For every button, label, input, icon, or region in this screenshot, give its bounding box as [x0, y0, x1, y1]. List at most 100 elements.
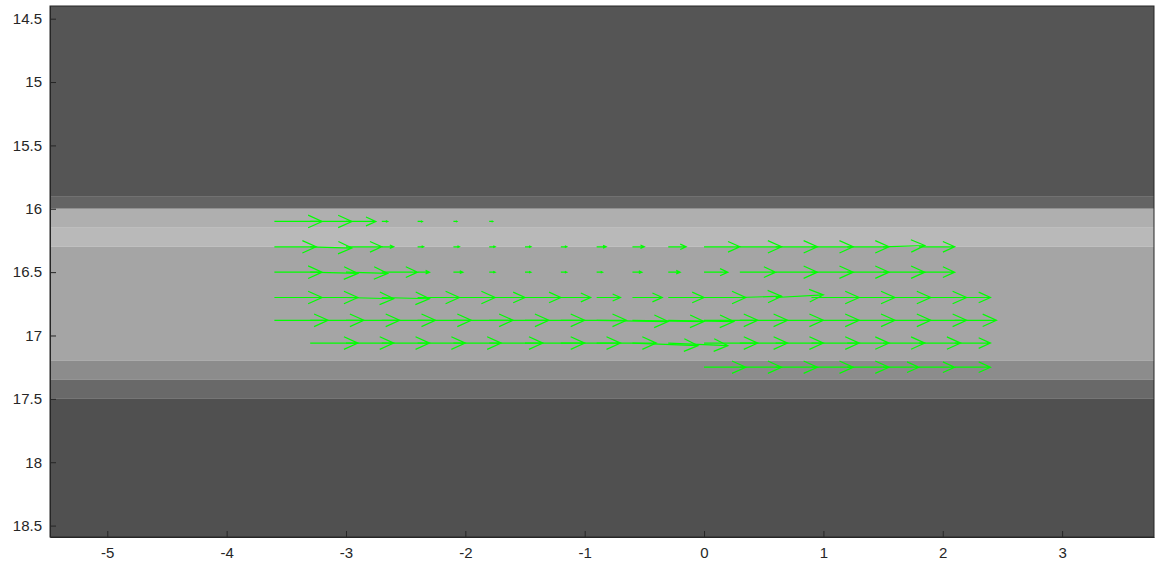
tick-label: 1: [820, 544, 828, 561]
image-band: [50, 380, 1154, 399]
arrow: [489, 246, 495, 248]
arrow: [919, 337, 961, 349]
arrow: [418, 291, 460, 303]
arrow: [561, 293, 591, 302]
arrow: [346, 292, 394, 305]
arrow: [955, 362, 991, 373]
arrow: [847, 241, 889, 253]
tick: 0: [700, 531, 708, 561]
arrow: [489, 221, 493, 222]
tick-mark: [346, 531, 347, 537]
tick: 15: [25, 73, 56, 90]
arrow: [453, 291, 495, 303]
arrow: [740, 290, 782, 302]
arrow: [597, 271, 603, 273]
arrow: [668, 270, 680, 274]
plot: -5-4-3-2-1012314.51515.51616.51717.51818…: [13, 6, 1155, 561]
arrow: [525, 271, 531, 273]
tick-label: -5: [101, 544, 114, 561]
image-band: [50, 228, 1154, 247]
arrow: [489, 271, 495, 273]
tick: 2: [939, 531, 947, 561]
arrow: [776, 241, 818, 253]
tick: 1: [820, 531, 828, 561]
arrow: [346, 267, 388, 279]
tick-mark: [50, 209, 56, 210]
tick: 17.5: [13, 390, 56, 407]
image-band: [50, 361, 1154, 380]
arrow: [597, 294, 621, 301]
arrow: [776, 361, 818, 373]
tick-label: -4: [220, 544, 233, 561]
tick: 16.5: [13, 263, 56, 280]
arrow: [883, 240, 925, 252]
arrow: [418, 246, 424, 248]
arrow: [418, 270, 430, 274]
tick-mark: [50, 399, 56, 400]
arrow: [883, 266, 925, 278]
arrow: [955, 338, 991, 349]
tick-mark: [50, 145, 56, 146]
arrow: [811, 241, 853, 253]
arrow: [418, 221, 423, 222]
tick-mark: [107, 531, 108, 537]
arrow: [776, 266, 818, 278]
tick-mark: [50, 82, 56, 83]
arrow: [704, 291, 746, 303]
arrow: [883, 337, 925, 349]
tick-label: 17.5: [13, 390, 42, 407]
arrow: [919, 241, 955, 252]
arrow: [883, 362, 919, 373]
tick-label: 17: [25, 327, 42, 344]
tick-label: 14.5: [13, 10, 42, 27]
tick-mark: [50, 19, 56, 20]
tick-mark: [50, 335, 56, 336]
arrow: [632, 271, 642, 274]
tick-label: 15: [25, 73, 42, 90]
axis-line: [51, 537, 1155, 538]
arrow: [310, 241, 352, 253]
arrow: [740, 361, 782, 373]
arrow: [382, 292, 430, 305]
tick-mark: [1062, 531, 1063, 537]
arrow: [453, 246, 459, 248]
tick: 17: [25, 327, 56, 344]
arrow: [740, 267, 776, 278]
arrow: [919, 362, 955, 373]
arrow: [740, 241, 782, 253]
arrow: [955, 292, 991, 303]
arrow: [561, 271, 567, 273]
arrow: [310, 215, 352, 227]
arrow: [847, 266, 889, 278]
arrow: [561, 246, 567, 248]
plot-area: [50, 6, 1154, 537]
tick-label: 3: [1058, 544, 1066, 561]
tick: 18.5: [13, 517, 56, 534]
tick: -4: [220, 531, 233, 561]
arrow: [310, 267, 358, 280]
tick-label: 15.5: [13, 137, 42, 154]
tick-label: -2: [459, 544, 472, 561]
arrow: [668, 244, 686, 249]
arrow: [668, 292, 704, 303]
tick-label: 18.5: [13, 517, 42, 534]
tick: 15.5: [13, 137, 56, 154]
frame: [50, 6, 1154, 537]
arrow: [668, 315, 734, 328]
image-band: [50, 247, 1154, 361]
tick: -1: [579, 531, 592, 561]
arrow: [704, 241, 740, 252]
tick: 16: [25, 200, 56, 217]
x-axis: -5-4-3-2-10123: [51, 531, 1155, 561]
arrow: [776, 289, 824, 302]
arrow: [346, 241, 382, 252]
arrow: [632, 245, 644, 249]
tick-mark: [465, 531, 466, 537]
tick-label: 2: [939, 544, 947, 561]
tick-label: -1: [579, 544, 592, 561]
arrow: [525, 292, 561, 303]
tick: 14.5: [13, 10, 56, 27]
tick-mark: [227, 531, 228, 537]
arrow: [382, 221, 388, 223]
image-band: [50, 6, 1154, 196]
